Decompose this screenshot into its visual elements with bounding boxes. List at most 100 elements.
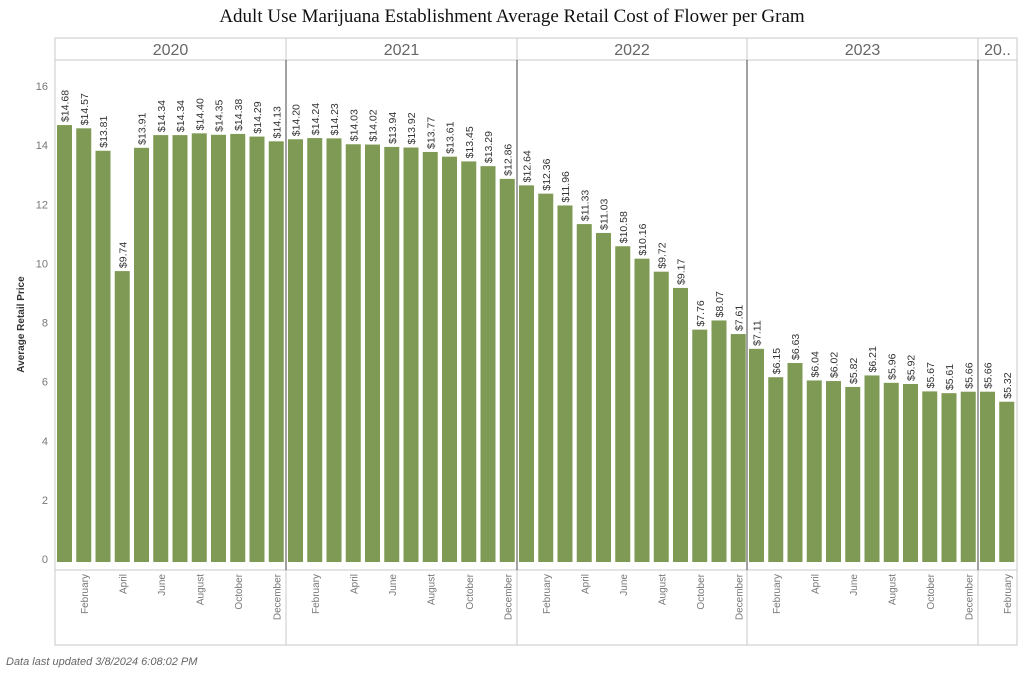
month-label: August xyxy=(426,574,437,605)
bar xyxy=(519,185,534,562)
y-tick-label: 12 xyxy=(36,199,48,211)
data-label: $9.72 xyxy=(656,242,668,268)
bar xyxy=(57,125,72,562)
data-label: $11.03 xyxy=(599,198,611,229)
y-tick-label: 10 xyxy=(36,258,48,270)
data-label: $14.03 xyxy=(348,109,360,141)
year-header: 2021 xyxy=(384,42,420,59)
bar xyxy=(345,144,361,562)
data-label: $6.04 xyxy=(809,351,821,377)
data-label: $13.81 xyxy=(98,116,110,148)
data-label: $5.92 xyxy=(906,355,918,381)
data-label: $13.91 xyxy=(137,113,149,145)
bar xyxy=(211,134,226,562)
data-label: $12.36 xyxy=(541,158,553,190)
bar xyxy=(960,391,976,562)
month-label: April xyxy=(580,574,591,594)
month-label: August xyxy=(887,574,898,605)
month-label: October xyxy=(234,573,245,609)
data-label: $10.16 xyxy=(637,223,649,255)
bar xyxy=(999,401,1015,562)
last-updated: Data last updated 3/8/2024 6:08:02 PM xyxy=(6,656,198,668)
data-label: $13.29 xyxy=(483,131,495,163)
bar xyxy=(230,133,246,563)
month-label: October xyxy=(465,573,476,609)
data-label: $14.38 xyxy=(233,99,245,131)
bar xyxy=(499,178,515,562)
bar xyxy=(480,166,496,563)
year-header: 20.. xyxy=(984,42,1011,59)
bar xyxy=(461,161,477,562)
bar xyxy=(134,147,149,562)
month-label: August xyxy=(657,574,668,605)
y-tick-label: 8 xyxy=(42,318,48,330)
data-label: $14.29 xyxy=(252,101,264,133)
data-label: $10.58 xyxy=(618,211,630,243)
bar xyxy=(692,329,708,562)
month-label: June xyxy=(619,574,630,596)
data-label: $14.34 xyxy=(156,100,168,132)
data-label: $6.02 xyxy=(829,352,841,378)
data-label: $7.11 xyxy=(752,320,764,346)
year-header: 2022 xyxy=(614,42,650,59)
month-label: June xyxy=(388,574,399,596)
month-label: October xyxy=(926,573,937,609)
year-header: 2023 xyxy=(845,42,881,59)
bar xyxy=(883,382,899,562)
bar xyxy=(191,133,207,562)
y-tick-label: 6 xyxy=(42,377,48,389)
data-label: $14.02 xyxy=(368,109,380,141)
data-label: $11.33 xyxy=(579,190,591,221)
bar xyxy=(95,150,111,562)
year-header: 2020 xyxy=(153,42,189,59)
data-label: $14.40 xyxy=(194,98,206,130)
bar xyxy=(172,135,188,562)
month-label: February xyxy=(772,574,783,614)
bar xyxy=(153,135,169,562)
bar xyxy=(114,271,130,562)
y-tick-label: 16 xyxy=(36,81,48,93)
bar xyxy=(634,258,650,562)
month-label: October xyxy=(696,573,707,609)
data-label: $12.64 xyxy=(522,150,534,182)
bar xyxy=(384,146,400,562)
bar xyxy=(864,375,880,562)
data-label: $6.63 xyxy=(790,334,802,360)
bar xyxy=(615,246,631,563)
data-label: $5.61 xyxy=(944,364,956,390)
bar xyxy=(941,393,957,562)
bar xyxy=(268,141,284,562)
bar xyxy=(749,348,764,562)
month-label: February xyxy=(80,574,91,614)
y-tick-label: 2 xyxy=(42,495,48,507)
data-label: $13.77 xyxy=(425,117,437,149)
chart-title: Adult Use Marijuana Establishment Averag… xyxy=(219,6,805,27)
data-label: $6.15 xyxy=(771,348,783,374)
data-label: $13.45 xyxy=(464,126,476,158)
data-label: $6.21 xyxy=(867,346,879,372)
bar xyxy=(403,147,419,563)
y-tick-label: 4 xyxy=(42,436,48,448)
bar xyxy=(288,139,303,563)
data-label: $8.07 xyxy=(714,291,726,317)
bar xyxy=(538,193,554,562)
month-label: April xyxy=(810,574,821,594)
bar xyxy=(653,271,669,562)
data-label: $5.66 xyxy=(963,362,975,388)
data-label: $5.82 xyxy=(848,358,860,384)
month-label: February xyxy=(542,574,553,614)
data-label: $14.13 xyxy=(271,106,283,138)
data-label: $14.20 xyxy=(291,104,303,136)
month-label: June xyxy=(849,574,860,596)
month-label: December xyxy=(503,573,514,620)
data-label: $14.24 xyxy=(310,103,322,135)
bar xyxy=(326,138,342,562)
bar xyxy=(806,380,822,562)
month-label: June xyxy=(157,574,168,596)
data-label: $9.17 xyxy=(676,258,688,284)
bar xyxy=(826,381,841,562)
bar xyxy=(730,334,746,562)
data-label: $13.94 xyxy=(387,112,399,144)
data-label: $13.92 xyxy=(406,112,418,144)
bar xyxy=(307,138,323,562)
